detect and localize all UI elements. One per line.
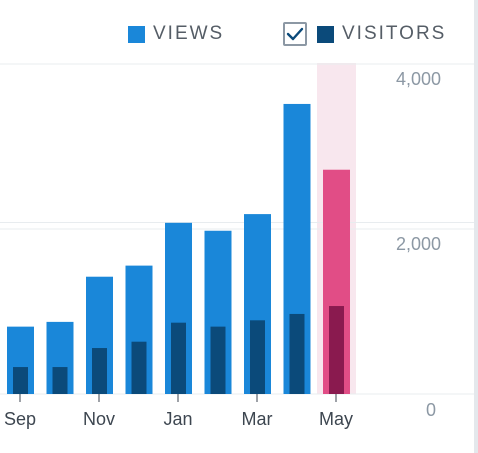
- legend-visitors-label: VISITORS: [342, 23, 447, 44]
- chart-legend: VIEWS VISITORS: [0, 18, 478, 50]
- legend-views-label: VIEWS: [153, 23, 225, 44]
- visitors-bar: [52, 367, 68, 394]
- x-tick-label: Mar: [242, 409, 273, 429]
- x-tick-label: Sep: [4, 409, 36, 429]
- legend-views: VIEWS: [128, 18, 224, 50]
- visitors-bar: [13, 367, 28, 394]
- x-tick-label: May: [319, 409, 353, 429]
- visitors-bar: [210, 326, 226, 394]
- x-tick-label: Nov: [83, 409, 115, 429]
- visitors-checkbox[interactable]: [283, 22, 307, 46]
- y-tick-label: 2,000: [396, 234, 441, 254]
- x-tick-label: Jan: [163, 409, 192, 429]
- visitors-bar: [329, 306, 344, 394]
- views-swatch: [128, 25, 145, 43]
- visitors-bar: [92, 348, 107, 394]
- visitors-bar: [171, 322, 186, 394]
- visitors-bar: [289, 313, 305, 394]
- visitors-bar: [131, 341, 147, 394]
- y-tick-label: 4,000: [396, 69, 441, 89]
- visitors-bar: [250, 320, 265, 394]
- check-icon: [286, 27, 304, 41]
- legend-visitors[interactable]: VISITORS: [283, 18, 446, 50]
- y-tick-label: 0: [426, 400, 436, 420]
- panel-border: [474, 0, 478, 453]
- visitors-swatch: [317, 25, 334, 43]
